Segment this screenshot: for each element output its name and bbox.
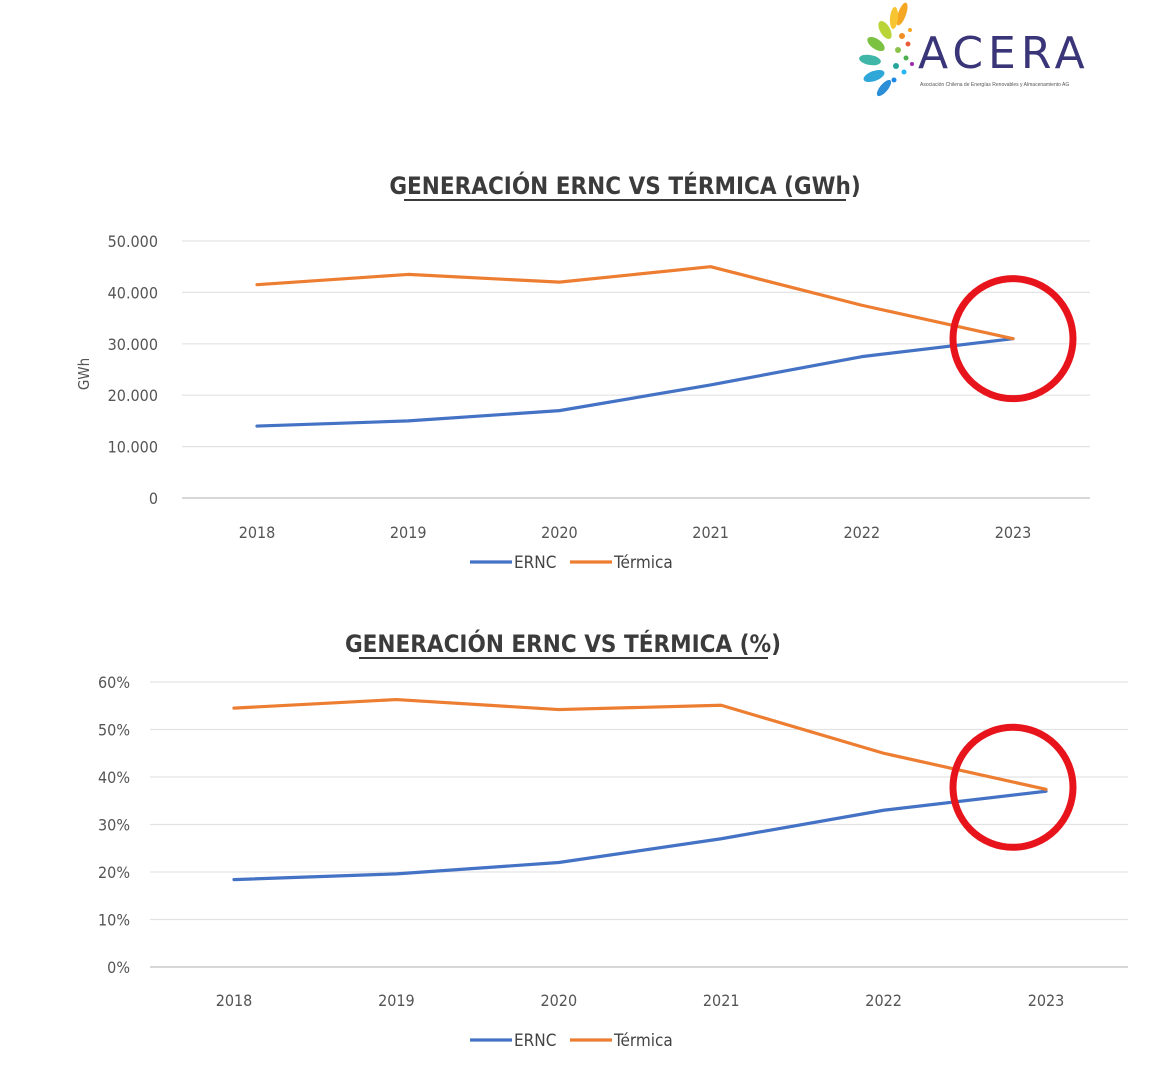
x-tick-label: 2022	[843, 523, 880, 542]
logo-wordmark: ACERA	[918, 28, 1090, 79]
legend-label: ERNC	[514, 553, 556, 573]
y-tick-label: 10%	[98, 911, 130, 930]
x-tick-labels: 2018 2019 2020 2021 2022 2023	[239, 523, 1032, 542]
grid	[182, 240, 1090, 499]
series-lines	[255, 265, 1015, 428]
x-tick-label: 2021	[703, 991, 740, 1010]
y-tick-labels: 0% 10% 20% 30% 40% 50% 60%	[98, 673, 130, 977]
acera-logo: ACERA Asociación Chilena de Energías Ren…	[858, 0, 1108, 105]
highlight-circle	[949, 723, 1077, 851]
series-line-ernc	[232, 789, 1048, 882]
y-tick-label: 10.000	[108, 438, 158, 457]
logo-tagline: Asociación Chilena de Energías Renovable…	[920, 82, 1070, 88]
y-axis-label: GWh	[75, 358, 93, 390]
x-tick-label: 2020	[541, 523, 578, 542]
y-tick-label: 30%	[98, 816, 130, 835]
y-tick-label: 40%	[98, 768, 130, 787]
legend-label: Térmica	[613, 1031, 673, 1051]
legend: ERNC Térmica	[470, 1031, 673, 1051]
y-tick-label: 50%	[98, 721, 130, 740]
y-tick-label: 50.000	[108, 232, 158, 251]
x-tick-labels: 2018 2019 2020 2021 2022 2023	[216, 991, 1065, 1010]
y-tick-label: 20%	[98, 863, 130, 882]
y-tick-label: 30.000	[108, 335, 158, 354]
series-lines	[232, 697, 1048, 882]
x-tick-label: 2023	[1028, 991, 1065, 1010]
y-tick-labels: 0 10.000 20.000 30.000 40.000 50.000	[108, 232, 158, 508]
y-tick-label: 20.000	[108, 386, 158, 405]
chart-title: GENERACIÓN ERNC VS TÉRMICA (GWh)	[389, 170, 860, 200]
acera-flower-icon	[859, 2, 914, 97]
chart-gwh: GENERACIÓN ERNC VS TÉRMICA (GWh) GWh 0 10…	[75, 170, 1090, 573]
legend: ERNC Térmica	[470, 553, 673, 573]
x-tick-label: 2019	[390, 523, 427, 542]
series-line-térmica	[255, 265, 1015, 341]
highlight-circle	[949, 723, 1077, 851]
y-tick-label: 0%	[107, 958, 130, 977]
x-tick-label: 2018	[239, 523, 276, 542]
y-tick-label: 40.000	[108, 283, 158, 302]
y-tick-label: 60%	[98, 673, 130, 692]
chart-percent: GENERACIÓN ERNC VS TÉRMICA (%) 0% 10% 20% 3…	[98, 628, 1128, 1051]
y-tick-label: 0	[149, 489, 158, 508]
grid	[150, 681, 1128, 968]
legend-label: Térmica	[613, 553, 673, 573]
x-tick-label: 2018	[216, 991, 253, 1010]
x-tick-label: 2020	[540, 991, 577, 1010]
x-tick-label: 2022	[865, 991, 902, 1010]
x-tick-label: 2021	[692, 523, 729, 542]
x-tick-label: 2023	[995, 523, 1032, 542]
legend-label: ERNC	[514, 1031, 556, 1051]
highlight-circle	[949, 275, 1077, 403]
series-line-térmica	[232, 697, 1048, 791]
chart-title: GENERACIÓN ERNC VS TÉRMICA (%)	[345, 628, 781, 658]
x-tick-label: 2019	[378, 991, 415, 1010]
series-line-ernc	[255, 337, 1015, 428]
highlight-circle	[949, 275, 1077, 403]
